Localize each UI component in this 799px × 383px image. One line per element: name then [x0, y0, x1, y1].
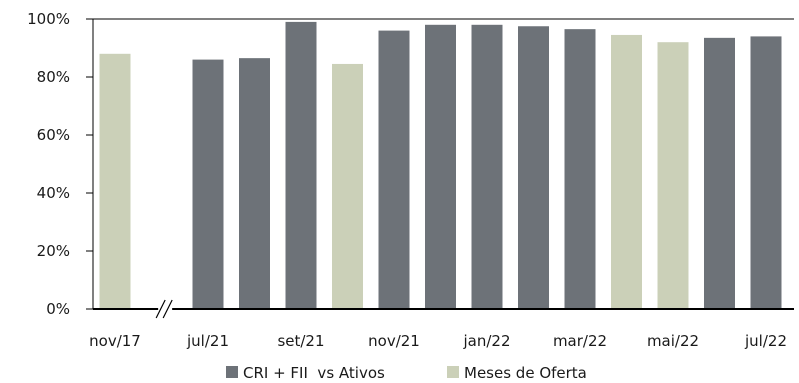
- bar: [99, 53, 131, 309]
- bars: [99, 21, 782, 310]
- x-tick-label: jul/21: [186, 332, 229, 350]
- legend-label: CRI + FII vs Ativos: [243, 364, 385, 382]
- y-tick-label: 60%: [37, 126, 70, 144]
- bar: [611, 34, 642, 309]
- bar: [750, 36, 782, 310]
- axis-break: [155, 299, 173, 319]
- axis-break-gap: [158, 306, 173, 312]
- y-tick-label: 80%: [37, 68, 70, 86]
- bar: [425, 24, 456, 310]
- bar: [471, 24, 503, 310]
- x-tick-label: jan/22: [462, 332, 510, 350]
- x-tick-label: mai/22: [647, 332, 699, 350]
- bar: [285, 21, 317, 310]
- bar: [704, 37, 735, 309]
- bar: [239, 58, 270, 310]
- x-tick-label: nov/21: [368, 332, 420, 350]
- legend-swatch: [226, 366, 238, 378]
- bar: [564, 29, 596, 310]
- y-tick-label: 100%: [27, 10, 70, 28]
- legend-swatch: [447, 366, 459, 378]
- legend-item: CRI + FII vs Ativos: [226, 364, 385, 382]
- y-tick-label: 0%: [46, 300, 70, 318]
- y-axis: 0% 20% 40% 60% 80% 100%: [27, 10, 794, 318]
- bar: [518, 26, 549, 309]
- x-axis: nov/17 jul/21 set/21 nov/21 jan/22 mar/22 mai/…: [89, 299, 794, 350]
- axis-break-mark: [162, 299, 173, 319]
- bar: [657, 42, 689, 309]
- legend: CRI + FII vs Ativos Meses de Oferta: [226, 364, 587, 382]
- bar: [378, 30, 410, 309]
- y-tick-label: 40%: [37, 184, 70, 202]
- x-tick-label: mar/22: [553, 332, 607, 350]
- x-tick-label: jul/22: [744, 332, 787, 350]
- x-tick-label: set/21: [277, 332, 324, 350]
- x-tick-label: nov/17: [89, 332, 141, 350]
- bar: [332, 63, 363, 310]
- y-tick-label: 20%: [37, 242, 70, 260]
- axis-break-mark: [155, 299, 166, 319]
- legend-item: Meses de Oferta: [447, 364, 587, 382]
- legend-label: Meses de Oferta: [464, 364, 587, 382]
- bar: [192, 59, 224, 309]
